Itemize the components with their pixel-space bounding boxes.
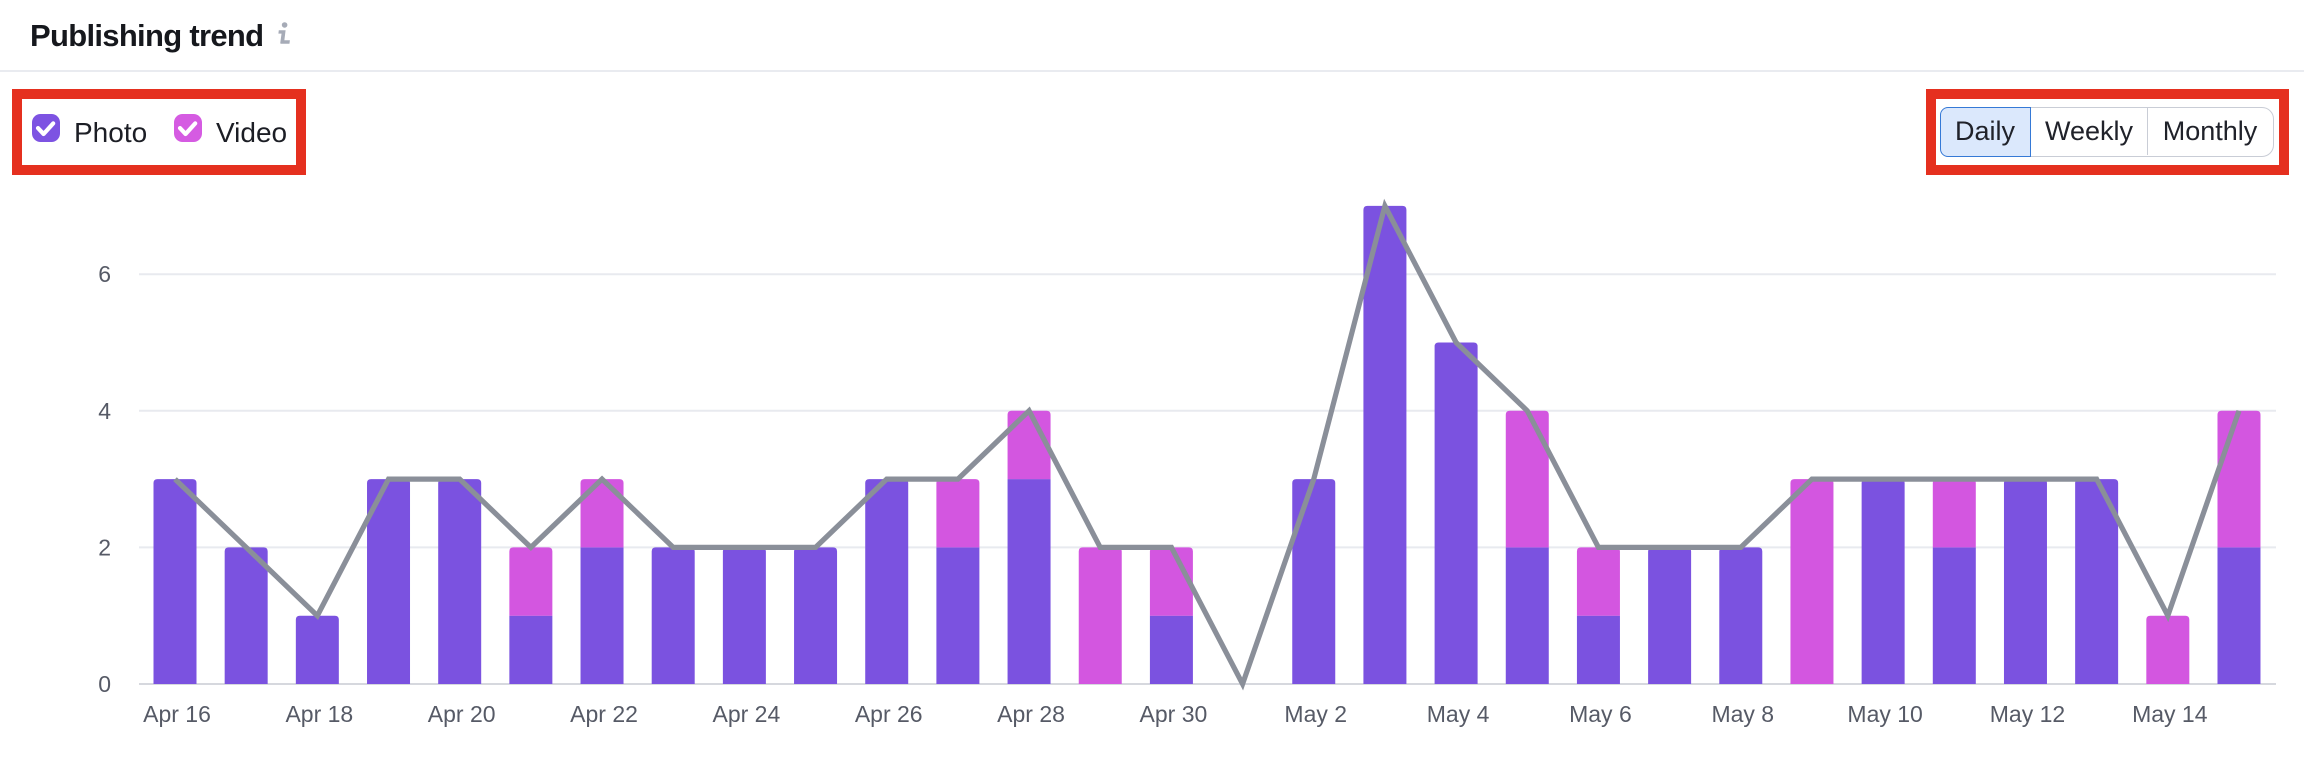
svg-text:May 12: May 12 — [1990, 701, 2065, 727]
svg-text:Apr 28: Apr 28 — [997, 701, 1065, 727]
svg-text:Apr 24: Apr 24 — [712, 701, 780, 727]
svg-text:May 4: May 4 — [1427, 701, 1490, 727]
svg-text:2: 2 — [98, 534, 111, 560]
svg-text:Apr 22: Apr 22 — [570, 701, 638, 727]
svg-text:May 10: May 10 — [1847, 701, 1922, 727]
svg-text:Apr 26: Apr 26 — [855, 701, 923, 727]
svg-text:May 8: May 8 — [1711, 701, 1774, 727]
svg-text:Apr 18: Apr 18 — [285, 701, 353, 727]
svg-text:May 6: May 6 — [1569, 701, 1632, 727]
svg-text:Apr 30: Apr 30 — [1140, 701, 1208, 727]
svg-text:4: 4 — [98, 398, 111, 424]
svg-text:Apr 16: Apr 16 — [143, 701, 211, 727]
svg-text:0: 0 — [98, 671, 111, 697]
svg-text:May 14: May 14 — [2132, 701, 2208, 727]
svg-text:Apr 20: Apr 20 — [428, 701, 496, 727]
svg-text:6: 6 — [98, 261, 111, 287]
svg-text:May 2: May 2 — [1284, 701, 1347, 727]
